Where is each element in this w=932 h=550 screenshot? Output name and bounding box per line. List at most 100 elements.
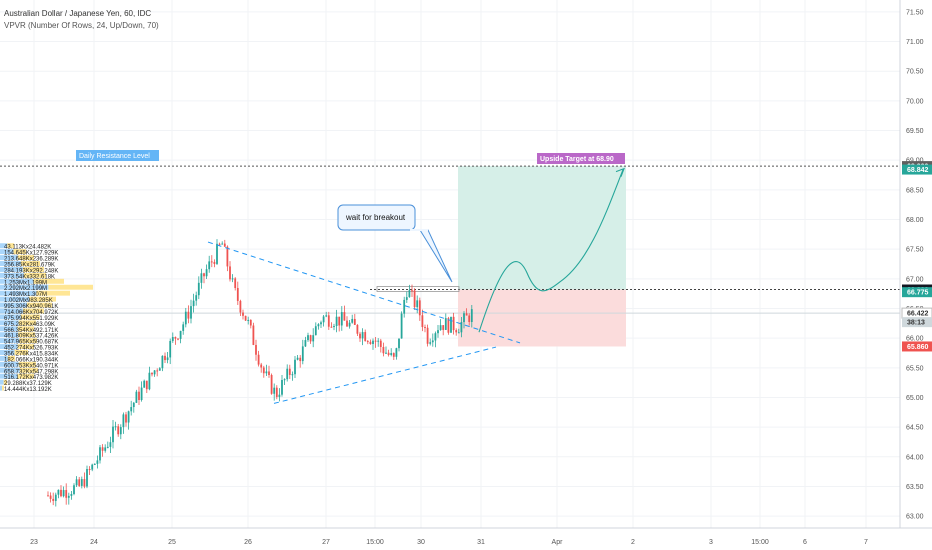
candle-body — [119, 427, 122, 435]
candle-body — [153, 370, 156, 375]
volume-bar-down — [3, 379, 7, 385]
x-tick-label: 2 — [631, 539, 635, 546]
x-tick-label: 25 — [168, 539, 176, 546]
candle-body — [374, 340, 377, 342]
volume-bar-up — [0, 243, 8, 249]
candle-body — [416, 300, 419, 308]
volume-profile-label: 14.444Kx13.192K — [4, 387, 52, 393]
candle-body — [190, 306, 192, 319]
y-tick-label: 64.00 — [906, 454, 924, 461]
candle-body — [273, 387, 276, 394]
candle-body — [270, 374, 273, 394]
candle-body — [455, 330, 458, 333]
volume-bar-up — [0, 332, 19, 338]
candle-body — [437, 330, 439, 334]
volume-bar-down — [7, 355, 15, 361]
candle-body — [70, 494, 73, 496]
x-tick-label: 26 — [244, 539, 252, 546]
candle-body — [390, 353, 393, 355]
candle-body — [216, 243, 218, 264]
volume-bar-up — [0, 350, 15, 355]
candle-body — [403, 299, 406, 314]
price-label-text: 66.775 — [907, 290, 929, 297]
x-tick-label: 31 — [477, 539, 485, 546]
volume-profile-label: 182.066Kx190.344K — [4, 357, 58, 363]
candle-body — [291, 374, 294, 376]
candle-body — [88, 469, 91, 471]
candle-body — [309, 335, 312, 342]
volume-bar-up — [0, 344, 18, 350]
candle-body — [96, 460, 99, 464]
candle-body — [325, 315, 328, 317]
volume-profile-label: 714.066Kx704.972K — [4, 310, 58, 316]
volume-bar-down — [29, 296, 56, 302]
indicator-label: VPVR (Number Of Rows, 24, Up/Down, 70) — [4, 21, 159, 30]
target-label-box — [537, 153, 625, 164]
candle-body — [450, 316, 452, 333]
candle-body — [379, 340, 382, 347]
stop-zone — [458, 289, 626, 347]
candle-body — [400, 313, 403, 339]
candle-body — [179, 330, 182, 339]
candle-body — [192, 300, 195, 307]
volume-bar-up — [0, 385, 3, 391]
volume-bar-up — [0, 284, 49, 290]
candle-body — [457, 332, 460, 334]
candle-body — [312, 335, 315, 342]
volume-profile-label: 1.493Mx1.307M — [4, 292, 47, 298]
volume-bar-up — [0, 261, 21, 266]
candle-body — [132, 402, 135, 408]
candle-body — [304, 340, 307, 347]
volume-bar-down — [33, 278, 64, 284]
upper-trendline — [207, 241, 521, 344]
volume-profile-label: 213.648Kx236.289K — [4, 257, 58, 263]
candle-body — [356, 324, 359, 334]
candle-body — [177, 338, 179, 340]
candle-body — [372, 340, 374, 344]
candle-body — [296, 357, 299, 360]
volume-profile-label: 566.354Kx492.171K — [4, 328, 58, 334]
y-tick-label: 63.00 — [906, 514, 924, 521]
candle-body — [299, 357, 302, 362]
y-tick-label: 65.50 — [906, 365, 924, 372]
candle-body — [278, 394, 281, 397]
volume-profile-label: 29.288Kx37.129K — [4, 381, 52, 387]
candle-body — [226, 246, 229, 267]
volume-profile-label: 356.276Kx415.834K — [4, 351, 58, 357]
candle-body — [301, 346, 304, 362]
x-tick-label: 24 — [90, 539, 98, 546]
candle-body — [73, 485, 75, 495]
resistance-label-box — [76, 150, 159, 161]
candle-body — [122, 414, 125, 428]
projection-arrowhead — [615, 167, 625, 177]
candle-body — [205, 269, 208, 277]
volume-bar-down — [7, 243, 14, 249]
candle-body — [203, 273, 205, 277]
candle-body — [112, 426, 114, 443]
callout-text: wait for breakout — [345, 213, 406, 222]
candle-body — [151, 372, 153, 375]
candle-body — [268, 371, 270, 375]
candle-body — [166, 357, 169, 361]
candle-body — [307, 335, 309, 341]
volume-profile-label: 658.732Kx547.298K — [4, 369, 58, 375]
candle-body — [223, 243, 226, 247]
candle-body — [62, 490, 65, 497]
candle-body — [200, 273, 203, 283]
candle-body — [333, 326, 335, 328]
candle-body — [109, 442, 112, 447]
candle-body — [78, 479, 81, 486]
candle-body — [164, 355, 166, 361]
target-zone — [458, 166, 626, 290]
candle-body — [260, 364, 263, 368]
candle-body — [369, 341, 372, 344]
candle-body — [229, 266, 231, 280]
candle-body — [465, 313, 468, 316]
candle-body — [351, 318, 354, 323]
projected-path — [478, 169, 624, 333]
volume-bar-down — [14, 350, 28, 355]
volume-profile-label: 675.282Kx463.09K — [4, 322, 55, 328]
candle-body — [65, 490, 68, 498]
